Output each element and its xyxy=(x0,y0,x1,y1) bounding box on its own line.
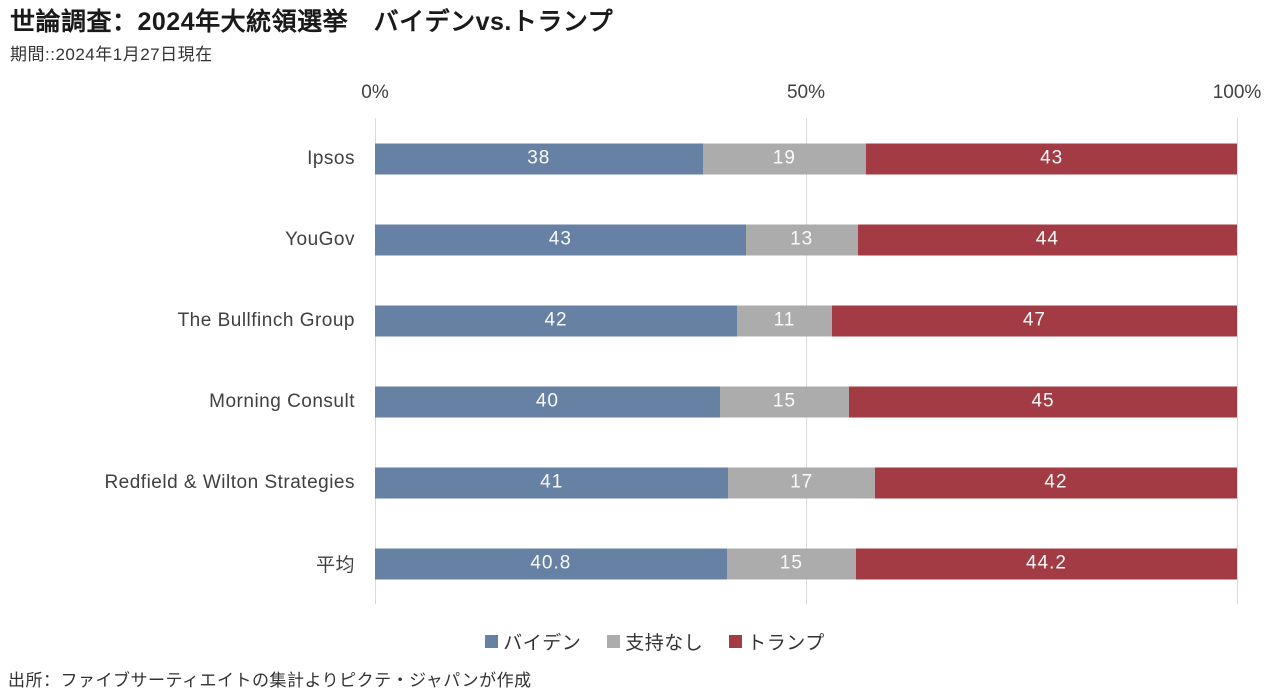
bar-value-label: 40.8 xyxy=(530,552,572,574)
legend-swatch-icon xyxy=(607,635,621,648)
chart-row: Morning Consult 40 15 45 xyxy=(0,361,1237,442)
bar-segment-no-support: 13 xyxy=(745,224,858,255)
category-label: Ipsos xyxy=(307,147,355,169)
chart-rows: Ipsos 38 19 43 YouGov 43 13 44 The Bullfinch Gro… xyxy=(0,118,1237,604)
bar-segment-trump: 43 xyxy=(866,143,1237,174)
bar-area: 40.8 15 44.2 xyxy=(375,523,1237,604)
bar-segment-biden: 41 xyxy=(375,467,729,498)
legend-item-no-support: 支持なし xyxy=(607,628,703,655)
bar-area: 42 11 47 xyxy=(375,280,1237,361)
bar-segment-biden: 38 xyxy=(375,143,703,174)
bar-segment-trump: 44.2 xyxy=(855,548,1237,579)
legend-swatch-icon xyxy=(485,635,499,648)
bar-value-label: 42 xyxy=(1044,471,1068,493)
category-label: 平均 xyxy=(315,555,355,576)
bar-segment-no-support: 11 xyxy=(737,305,832,336)
source-note: 出所：ファイブサーティエイトの集計よりピクテ・ジャパンが作成 xyxy=(8,671,532,690)
bar-segment-no-support: 15 xyxy=(726,548,856,579)
bar-value-label: 38 xyxy=(527,147,551,169)
bar-value-label: 47 xyxy=(1022,309,1046,331)
bar-value-label: 19 xyxy=(772,147,796,169)
bar-segment-trump: 45 xyxy=(849,386,1237,417)
stacked-bar: 43 13 44 xyxy=(375,224,1237,255)
bar-segment-biden: 40.8 xyxy=(375,548,727,579)
bar-value-label: 11 xyxy=(773,309,796,331)
chart-row: Ipsos 38 19 43 xyxy=(0,118,1237,199)
bar-value-label: 41 xyxy=(540,471,564,493)
legend-label: トランプ xyxy=(747,633,825,654)
legend-swatch-icon xyxy=(729,635,743,648)
x-axis-tick: 0% xyxy=(361,82,389,103)
legend-label: バイデン xyxy=(503,633,582,654)
category-label: Redfield & Wilton Strategies xyxy=(104,471,355,493)
bar-value-label: 13 xyxy=(790,228,814,250)
chart-legend: バイデン 支持なし トランプ xyxy=(0,628,1280,655)
legend-label: 支持なし xyxy=(625,633,704,654)
stacked-bar: 40 15 45 xyxy=(375,386,1237,417)
stacked-bar: 40.8 15 44.2 xyxy=(375,548,1237,579)
bar-value-label: 42 xyxy=(544,309,568,331)
bar-value-label: 17 xyxy=(790,471,814,493)
bar-segment-trump: 42 xyxy=(874,467,1237,498)
bar-segment-trump: 47 xyxy=(831,305,1237,336)
chart-row: YouGov 43 13 44 xyxy=(0,199,1237,280)
bar-value-label: 45 xyxy=(1031,390,1055,412)
bar-value-label: 44 xyxy=(1035,228,1059,250)
bar-segment-no-support: 17 xyxy=(728,467,875,498)
bar-value-label: 15 xyxy=(779,552,803,574)
legend-item-trump: トランプ xyxy=(729,628,824,655)
chart-row: The Bullfinch Group 42 11 47 xyxy=(0,280,1237,361)
bar-area: 38 19 43 xyxy=(375,118,1237,199)
bar-value-label: 43 xyxy=(548,228,572,250)
stacked-bar: 41 17 42 xyxy=(375,467,1237,498)
bar-area: 43 13 44 xyxy=(375,199,1237,280)
bar-segment-biden: 40 xyxy=(375,386,720,417)
bar-segment-biden: 43 xyxy=(375,224,746,255)
bar-value-label: 43 xyxy=(1040,147,1064,169)
bar-value-label: 40 xyxy=(535,390,559,412)
bar-value-label: 44.2 xyxy=(1025,552,1067,574)
stacked-bar: 38 19 43 xyxy=(375,143,1237,174)
legend-item-biden: バイデン xyxy=(485,628,581,655)
bar-value-label: 15 xyxy=(772,390,797,412)
stacked-bar: 42 11 47 xyxy=(375,305,1237,336)
category-label: The Bullfinch Group xyxy=(177,309,355,331)
bar-area: 40 15 45 xyxy=(375,361,1237,442)
chart-row: Redfield & Wilton Strategies 41 17 42 xyxy=(0,442,1237,523)
bar-segment-no-support: 15 xyxy=(719,386,850,417)
bar-segment-biden: 42 xyxy=(375,305,738,336)
x-axis: 0% 50% 100% xyxy=(361,82,1261,106)
category-label: YouGov xyxy=(285,228,355,250)
category-label: Morning Consult xyxy=(209,390,355,412)
x-axis-tick: 50% xyxy=(786,82,826,103)
bar-segment-trump: 44 xyxy=(857,224,1237,255)
chart-title: 世論調査：2024年大統領選挙 バイデンvs.トランプ xyxy=(10,8,614,36)
bar-segment-no-support: 19 xyxy=(702,143,867,174)
chart-row: 平均 40.8 15 44.2 xyxy=(0,523,1237,604)
bar-area: 41 17 42 xyxy=(375,442,1237,523)
x-axis-tick: 100% xyxy=(1212,82,1262,103)
chart-subtitle: 期間::2024年1月27日現在 xyxy=(10,45,213,64)
